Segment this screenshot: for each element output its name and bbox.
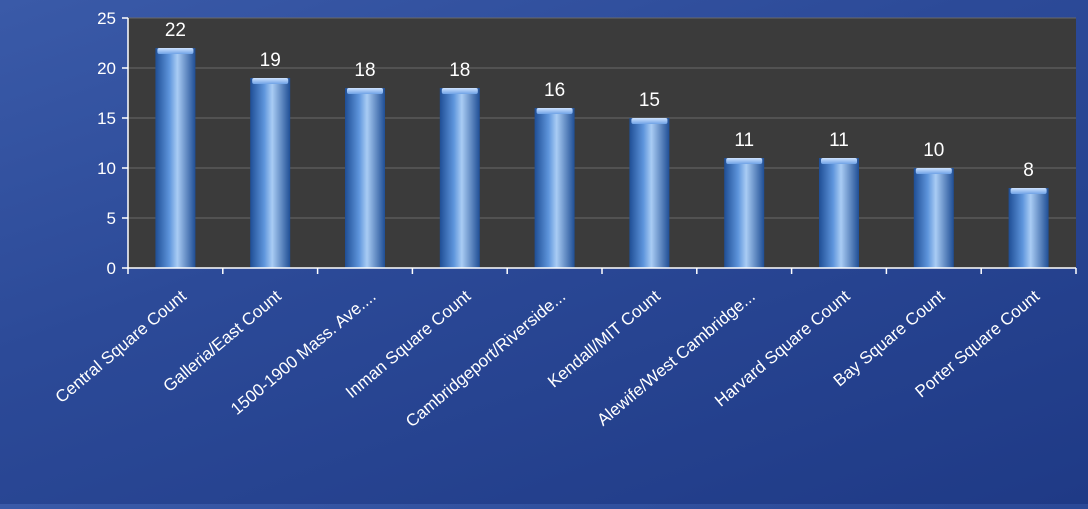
data-label: 8 [1023, 160, 1034, 181]
bar [250, 78, 291, 268]
bar-cap [347, 88, 383, 94]
y-tick-label: 5 [107, 209, 116, 228]
bar-body [345, 88, 385, 268]
bar-body [250, 78, 291, 268]
bar-body [1008, 188, 1049, 268]
bar [819, 158, 859, 268]
bar-body [913, 168, 954, 268]
x-tick-label: Alewife/West Cambridge... [593, 287, 758, 430]
data-label: 18 [449, 60, 470, 81]
bar [1008, 188, 1049, 268]
data-label: 15 [639, 90, 660, 111]
y-tick-label: 0 [107, 259, 116, 278]
data-label: 11 [734, 130, 754, 151]
bar-body [155, 48, 196, 268]
data-label: 11 [829, 130, 849, 151]
bar [724, 158, 765, 268]
data-label: 16 [544, 80, 565, 101]
bar [345, 88, 385, 268]
bar-cap [252, 78, 289, 84]
bar-cap [1010, 188, 1047, 194]
bar-cap [631, 118, 668, 124]
data-label: 19 [260, 50, 281, 71]
bar-cap [441, 88, 478, 94]
bar-body [439, 88, 480, 268]
y-tick-label: 10 [97, 159, 116, 178]
bar-cap [157, 48, 194, 54]
bar-cap [915, 168, 952, 174]
data-label: 22 [165, 20, 186, 41]
y-tick-label: 20 [97, 59, 116, 78]
bar-body [819, 158, 859, 268]
bar-body [629, 118, 670, 268]
y-tick-label: 25 [97, 9, 116, 28]
bars [155, 48, 1049, 268]
bar [913, 168, 954, 268]
axes: 0 5 10 15 20 25 [97, 9, 1077, 278]
y-tick-label: 15 [97, 109, 116, 128]
bar [155, 48, 196, 268]
data-label: 18 [354, 60, 375, 81]
bar-body [534, 108, 575, 268]
bar [534, 108, 575, 268]
bar [629, 118, 670, 268]
bar-body [724, 158, 765, 268]
bar-cap [726, 158, 763, 164]
x-tick-label: Cambridgeport/Riverside... [402, 287, 569, 432]
bar-cap [536, 108, 573, 114]
bar-cap [821, 158, 857, 164]
bar [439, 88, 480, 268]
data-label: 10 [923, 140, 944, 161]
